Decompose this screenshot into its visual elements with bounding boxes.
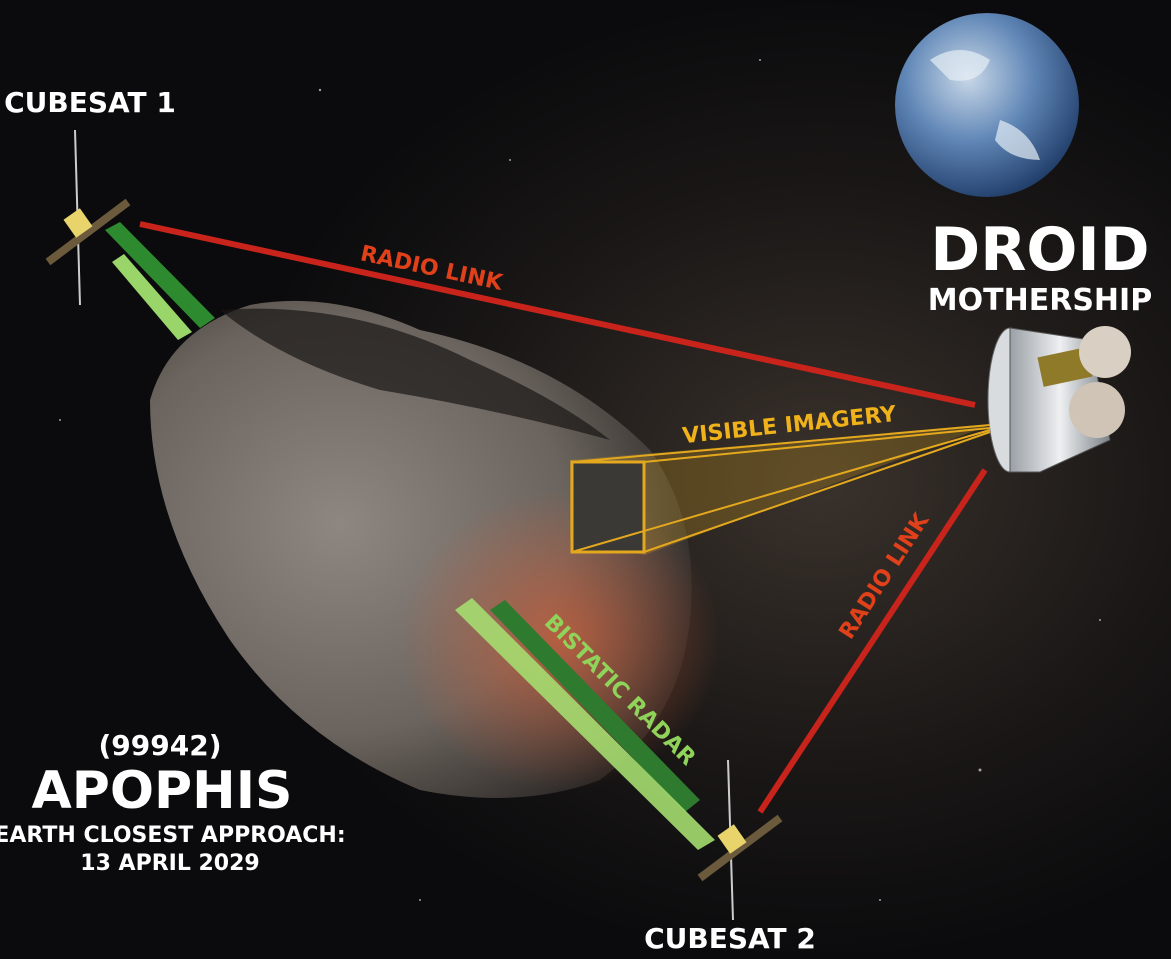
mothership-subtitle: MOTHERSHIP	[928, 283, 1152, 318]
earth	[895, 13, 1079, 197]
target-date: 13 APRIL 2029	[80, 851, 259, 876]
mothership-name: DROID	[930, 215, 1149, 285]
target-name: APOPHIS	[32, 761, 293, 821]
diagram: CUBESAT 1 CUBESAT 2 RADIO LINK RADIO LIN…	[0, 0, 1171, 959]
cubesat-1-label: CUBESAT 1	[4, 86, 176, 119]
target-caption: EARTH CLOSEST APPROACH:	[0, 823, 346, 848]
target-designation: (99942)	[98, 729, 221, 762]
cubesat-2-label: CUBESAT 2	[644, 922, 816, 955]
